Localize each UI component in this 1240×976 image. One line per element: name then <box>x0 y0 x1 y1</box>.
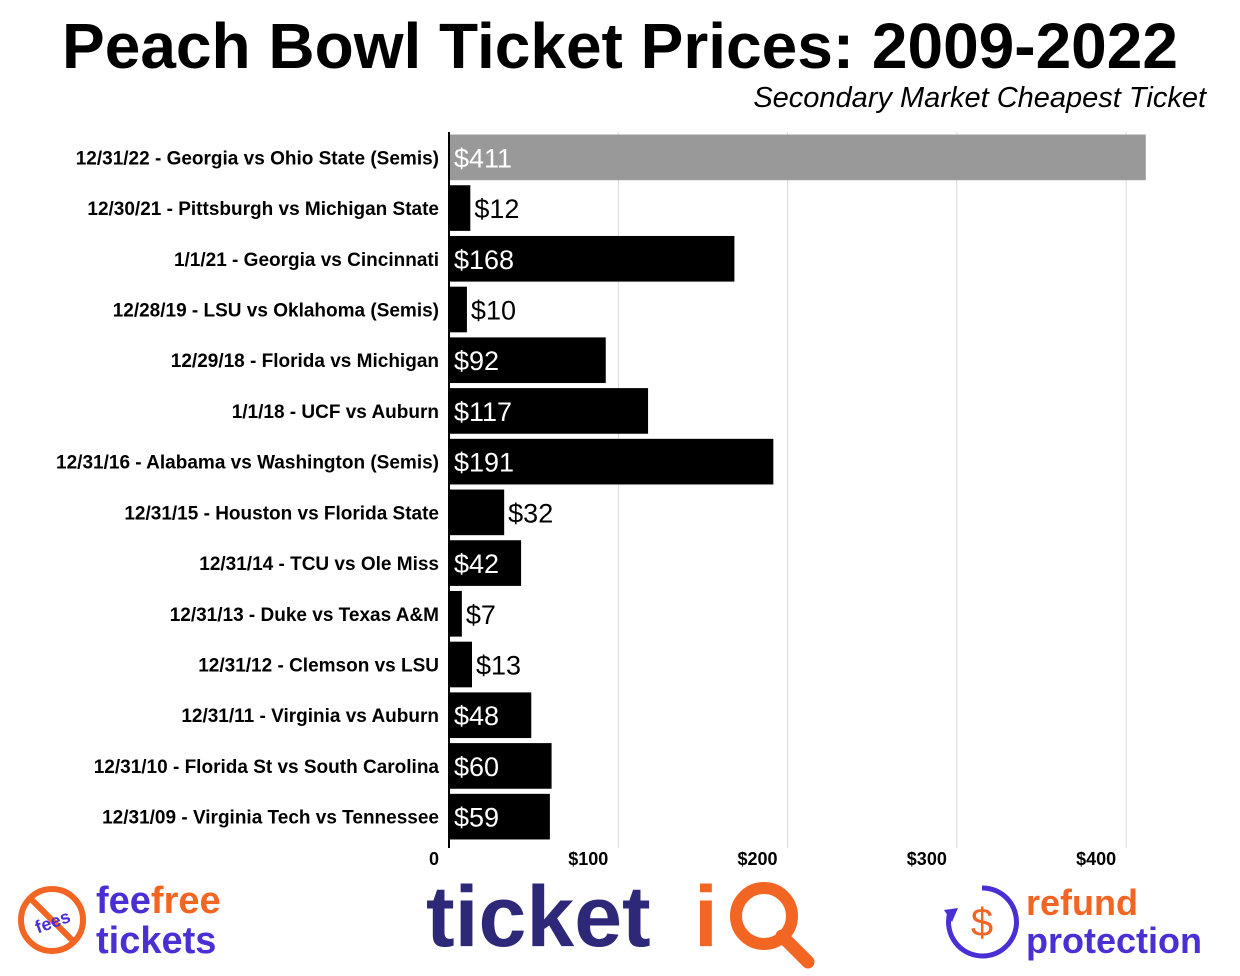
bar <box>450 540 522 586</box>
category-label: 12/31/11 - Virginia vs Auburn <box>181 706 439 727</box>
x-tick-label: $200 <box>738 849 778 869</box>
data-label: $10 <box>471 296 516 326</box>
data-label: $411 <box>454 143 512 173</box>
data-label: $168 <box>454 245 514 275</box>
data-label: $48 <box>454 701 499 731</box>
category-label: 1/1/18 - UCF vs Auburn <box>232 402 439 423</box>
category-label: 12/31/14 - TCU vs Ole Miss <box>199 554 439 575</box>
x-tick-label: 0 <box>429 849 439 869</box>
category-label: 12/31/15 - Houston vs Florida State <box>124 503 439 524</box>
x-tick-label: $400 <box>1076 849 1116 869</box>
bar <box>450 185 471 231</box>
data-label: $191 <box>454 448 514 478</box>
feefree-free: free <box>150 880 221 922</box>
data-label: $117 <box>454 397 512 427</box>
bar <box>450 286 467 333</box>
data-label: $12 <box>474 194 519 224</box>
feefree-tickets: tickets <box>96 920 217 962</box>
bar <box>450 337 606 384</box>
feefree-tickets-logo: fees feefree tickets <box>16 878 276 971</box>
bar <box>450 590 462 637</box>
category-label: 12/31/22 - Georgia vs Ohio State (Semis) <box>76 148 439 169</box>
x-tick-label: $100 <box>568 849 608 869</box>
category-label: 1/1/21 - Georgia vs Cincinnati <box>174 250 439 271</box>
search-q-icon <box>730 882 815 969</box>
category-label: 12/30/21 - Pittsburgh vs Michigan State <box>87 199 439 220</box>
refund-dollar-symbol: $ <box>971 901 993 945</box>
no-fees-icon: fees <box>18 886 86 954</box>
ticketiq-ticket: ticket <box>426 869 651 965</box>
data-label: $92 <box>454 346 499 376</box>
category-label: 12/28/19 - LSU vs Oklahoma (Semis) <box>113 301 439 322</box>
data-label: $59 <box>454 803 499 833</box>
chart-title: Peach Bowl Ticket Prices: 2009-2022 <box>62 10 1178 82</box>
category-label: 12/29/18 - Florida vs Michigan <box>171 351 439 372</box>
bar <box>450 438 774 485</box>
refund-protection-logo: $ refund protection <box>940 878 1240 971</box>
ticketiq-logo: ticket i <box>426 864 826 971</box>
ticketiq-i: i <box>694 869 718 965</box>
feefree-fee: fee <box>96 880 151 922</box>
bar <box>450 743 552 789</box>
refund-line2: protection <box>1026 920 1202 961</box>
data-label: $32 <box>508 498 553 528</box>
x-tick-label: $300 <box>907 849 947 869</box>
bar <box>450 388 649 434</box>
bar <box>450 793 550 840</box>
bar-chart: 0 $100 $200 $300 $400 12/31/22 - Georgia vs O… <box>56 132 1146 869</box>
category-label: 12/31/12 - Clemson vs LSU <box>198 656 439 677</box>
refund-arrow-icon: $ <box>944 885 1019 959</box>
bar <box>450 692 532 739</box>
data-label: $42 <box>454 549 499 579</box>
category-label: 12/31/09 - Virginia Tech vs Tennessee <box>102 808 439 829</box>
bar <box>450 134 1146 181</box>
data-label: $7 <box>466 600 496 630</box>
chart-subtitle: Secondary Market Cheapest Ticket <box>753 82 1206 114</box>
bar <box>450 641 473 688</box>
bar <box>450 489 505 536</box>
category-label: 12/31/13 - Duke vs Texas A&M <box>170 605 439 626</box>
category-label: 12/31/10 - Florida St vs South Carolina <box>94 757 440 778</box>
refund-line1: refund <box>1026 882 1138 923</box>
category-label: 12/31/16 - Alabama vs Washington (Semis) <box>56 453 439 474</box>
bar <box>450 235 735 282</box>
data-label: $60 <box>454 752 499 782</box>
data-label: $13 <box>476 651 521 681</box>
